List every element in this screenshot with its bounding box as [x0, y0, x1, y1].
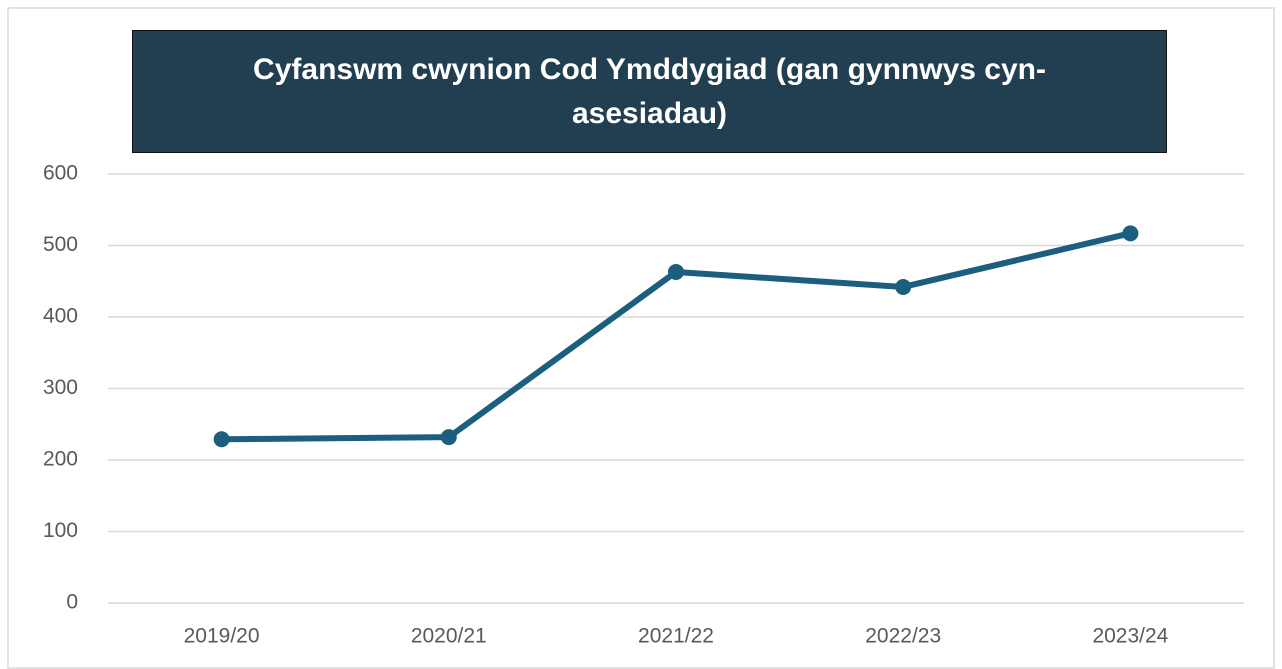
- data-point: [440, 429, 457, 446]
- y-tick-label: 200: [43, 448, 78, 471]
- data-point: [213, 431, 230, 448]
- data-point: [895, 278, 912, 295]
- x-tick-label: 2021/22: [638, 625, 714, 648]
- x-tick-label: 2023/24: [1092, 625, 1168, 648]
- y-tick-label: 500: [43, 233, 78, 256]
- y-tick-label: 400: [43, 305, 78, 328]
- data-point: [668, 263, 684, 280]
- y-tick-label: 100: [43, 519, 78, 542]
- x-tick-label: 2022/23: [865, 625, 941, 648]
- y-tick-label: 600: [43, 162, 78, 185]
- y-tick-label: 0: [66, 591, 78, 614]
- y-tick-label: 300: [43, 376, 78, 399]
- x-tick-label: 2019/20: [184, 625, 260, 648]
- x-tick-label: 2020/21: [411, 625, 487, 648]
- chart-title: Cyfanswm cwynion Cod Ymddygiad (gan gynn…: [132, 30, 1167, 153]
- data-point: [1122, 225, 1139, 242]
